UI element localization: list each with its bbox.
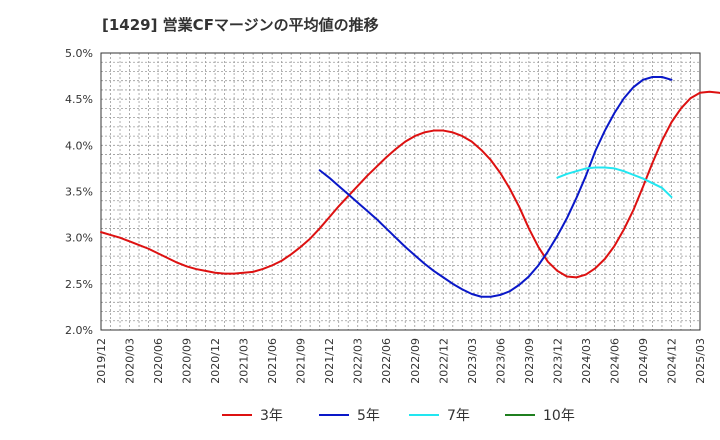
- grid-layer: [101, 53, 700, 330]
- x-tick-label: 2023/06: [494, 338, 507, 384]
- x-tick-label: 2021/09: [295, 338, 308, 384]
- chart-title: [1429] 営業CFマージンの平均値の推移: [102, 16, 379, 34]
- x-tick-label: 2022/12: [437, 338, 450, 384]
- x-tick-label: 2024/12: [665, 338, 678, 384]
- x-tick-label: 2022/06: [380, 338, 393, 384]
- legend-label-4: 10年: [543, 408, 575, 424]
- legend-label-3: 7年: [447, 408, 470, 424]
- x-tick-label: 2020/09: [181, 338, 194, 384]
- x-tick-label: 2021/06: [266, 338, 279, 384]
- x-tick-label: 2020/03: [124, 338, 137, 384]
- x-tick-label: 2023/03: [466, 338, 479, 384]
- plot-frame: [100, 52, 701, 331]
- y-axis-ticks: 2.0% 2.5% 3.0% 3.5% 4.0% 4.5% 5.0%: [65, 47, 93, 337]
- plot-border: [100, 52, 701, 331]
- legend: 3年 5年 7年 10年: [222, 408, 575, 424]
- y-tick-label: 4.0%: [65, 139, 93, 152]
- x-tick-label: 2022/09: [409, 338, 422, 384]
- x-tick-label: 2019/12: [95, 338, 108, 384]
- series-line-2: [318, 76, 673, 298]
- x-tick-label: 2024/06: [608, 338, 621, 384]
- x-tick-label: 2025/03: [694, 338, 707, 384]
- x-axis-ticks: 2019/12 2020/03 2020/06 2020/09 2020/12 2021/…: [95, 338, 707, 384]
- x-tick-label: 2021/12: [323, 338, 336, 384]
- legend-label-2: 5年: [357, 408, 380, 424]
- y-tick-label: 5.0%: [65, 47, 93, 60]
- y-tick-label: 2.0%: [65, 324, 93, 337]
- x-tick-label: 2024/09: [637, 338, 650, 384]
- series-line-3: [556, 166, 673, 199]
- x-tick-label: 2023/12: [551, 338, 564, 384]
- x-tick-label: 2021/03: [238, 338, 251, 384]
- series-line-1: [100, 90, 720, 279]
- y-tick-label: 2.5%: [65, 278, 93, 291]
- x-tick-label: 2020/06: [152, 338, 165, 384]
- legend-label-1: 3年: [260, 408, 283, 424]
- series-layer: [100, 76, 720, 298]
- y-tick-label: 4.5%: [65, 93, 93, 106]
- x-tick-label: 2023/09: [523, 338, 536, 384]
- x-tick-label: 2020/12: [209, 338, 222, 384]
- x-tick-label: 2022/03: [352, 338, 365, 384]
- y-tick-label: 3.0%: [65, 232, 93, 245]
- x-tick-label: 2024/03: [580, 338, 593, 384]
- y-tick-label: 3.5%: [65, 186, 93, 199]
